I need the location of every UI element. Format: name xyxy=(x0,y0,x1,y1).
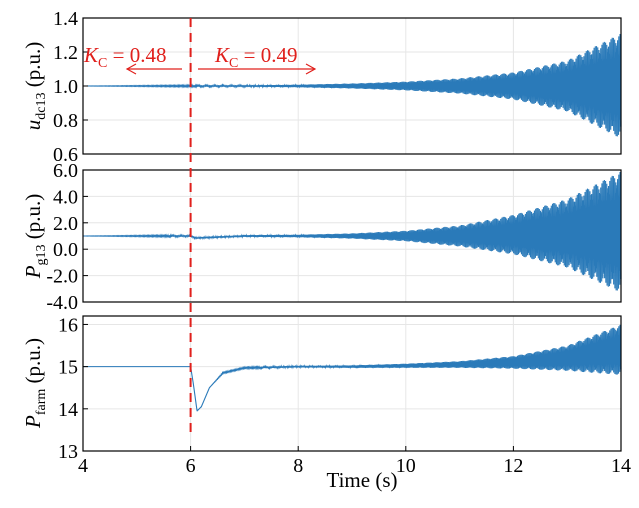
y-tick-label: 0.0 xyxy=(53,239,78,261)
right-arrow xyxy=(198,63,317,75)
series-udc13 xyxy=(83,33,622,137)
y-ticks: -4.0 -2.0 0.0 2.0 4.0 6.0 xyxy=(46,160,88,314)
panel-pfarm: 13 14 15 16 4 6 8 10 12 14 Pfarm (p.u.) xyxy=(21,314,631,477)
x-tick-label: 8 xyxy=(293,455,303,477)
y-tick-label: -2.0 xyxy=(46,266,78,288)
y-tick-label: 13 xyxy=(58,441,78,463)
series-pg13 xyxy=(83,172,622,291)
y-tick-label: 16 xyxy=(58,314,78,336)
y-tick-label: 1.4 xyxy=(53,8,78,30)
axes-frame xyxy=(82,315,622,452)
annotation-right: KC = 0.49 xyxy=(198,43,317,75)
panel-pg13: -4.0 -2.0 0.0 2.0 4.0 6.0 Pg13 (p.u.) xyxy=(21,160,622,314)
x-tick-label: 10 xyxy=(396,455,416,477)
y-tick-label: 14 xyxy=(58,399,78,421)
x-tick-label: 4 xyxy=(78,455,88,477)
y-ticks: 13 14 15 16 xyxy=(58,314,88,463)
arrow-head xyxy=(305,63,317,75)
annotation-left-label: KC = 0.48 xyxy=(83,43,166,71)
series-pfarm xyxy=(83,324,622,412)
x-tick-label: 12 xyxy=(503,455,523,477)
x-tick-label: 14 xyxy=(611,455,631,477)
y-tick-label: 15 xyxy=(58,357,78,379)
y-tick-label: 0.8 xyxy=(53,110,78,132)
axes-frame xyxy=(82,169,622,303)
y-tick-label: 0.6 xyxy=(53,144,78,166)
y-axis-label: Pg13 (p.u.) xyxy=(21,194,49,280)
x-ticks: 4 6 8 10 12 14 xyxy=(78,446,631,477)
series-line xyxy=(83,172,622,291)
y-tick-label: 4.0 xyxy=(53,186,78,208)
y-tick-label: -4.0 xyxy=(46,292,78,314)
annotation-left: KC = 0.48 xyxy=(83,43,182,75)
x-axis-label: Time (s) xyxy=(327,468,398,492)
y-tick-label: 2.0 xyxy=(53,213,78,235)
y-axis-label: udc13 (p.u.) xyxy=(21,42,49,130)
y-axis-label: Pfarm (p.u.) xyxy=(21,338,49,429)
x-tick-label: 6 xyxy=(186,455,196,477)
series-line xyxy=(83,324,622,412)
arrow-head xyxy=(125,63,137,75)
annotation-right-label: KC = 0.49 xyxy=(214,43,297,71)
series-line xyxy=(83,33,622,137)
panel-udc13: 0.6 0.8 1.0 1.2 1.4 udc13 (p.u.) xyxy=(21,8,622,166)
y-tick-label: 6.0 xyxy=(53,160,78,182)
plot-area xyxy=(83,316,621,451)
left-arrow xyxy=(125,63,182,75)
y-tick-label: 1.0 xyxy=(53,76,78,98)
y-ticks: 0.6 0.8 1.0 1.2 1.4 xyxy=(53,8,88,166)
y-tick-label: 1.2 xyxy=(53,42,78,64)
